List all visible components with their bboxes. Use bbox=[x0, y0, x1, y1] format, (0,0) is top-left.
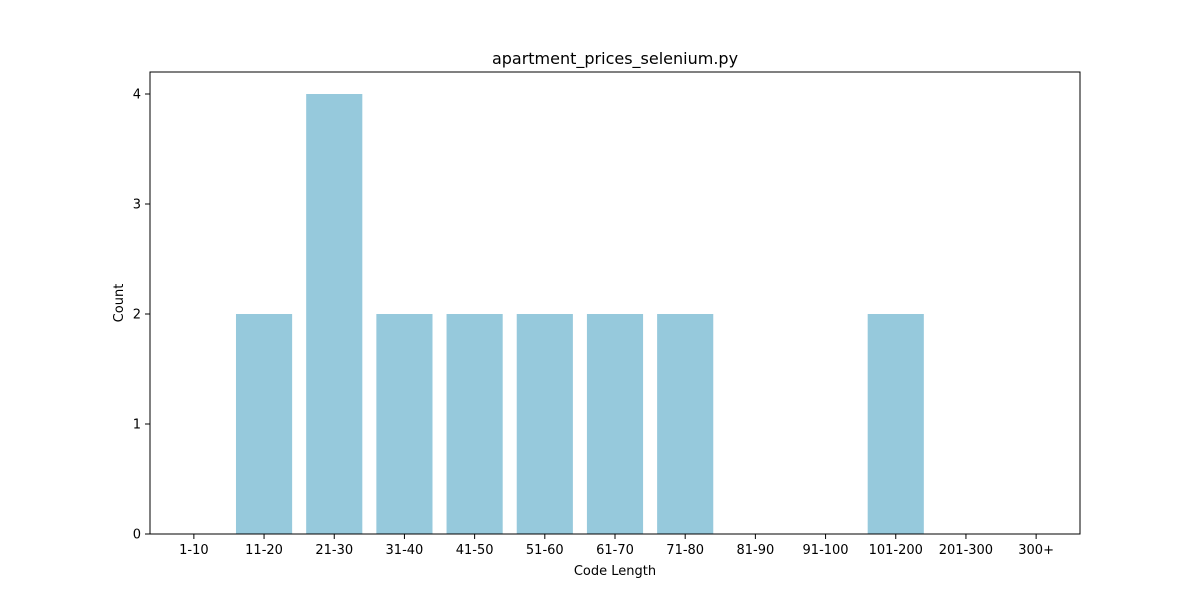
bar-61-70 bbox=[587, 314, 643, 534]
y-axis-ticks: 0 1 2 3 4 bbox=[133, 88, 150, 543]
bar-21-30 bbox=[306, 94, 362, 534]
bar-31-40 bbox=[376, 314, 432, 534]
bar-51-60 bbox=[517, 314, 573, 534]
x-tick-label: 1-10 bbox=[179, 543, 209, 558]
x-tick-label: 31-40 bbox=[386, 543, 424, 558]
x-tick-label: 201-300 bbox=[939, 543, 993, 558]
x-tick-label: 41-50 bbox=[456, 543, 494, 558]
x-tick-label: 51-60 bbox=[526, 543, 564, 558]
x-axis-ticks: 1-10 11-20 21-30 31-40 41-50 51-60 61-70 71-80 8… bbox=[179, 534, 1054, 558]
bar-101-200 bbox=[868, 314, 924, 534]
x-tick-label: 81-90 bbox=[736, 543, 774, 558]
x-tick-label: 21-30 bbox=[315, 543, 353, 558]
x-axis-label: Code Length bbox=[574, 564, 656, 579]
bar-11-20 bbox=[236, 314, 292, 534]
x-tick-label: 300+ bbox=[1018, 543, 1054, 558]
x-tick-label: 11-20 bbox=[245, 543, 283, 558]
x-tick-label: 91-100 bbox=[803, 543, 849, 558]
y-tick-label: 1 bbox=[133, 418, 141, 433]
bar-71-80 bbox=[657, 314, 713, 534]
y-tick-label: 4 bbox=[133, 88, 141, 103]
x-tick-label: 61-70 bbox=[596, 543, 634, 558]
y-tick-label: 2 bbox=[133, 308, 141, 323]
y-tick-label: 0 bbox=[133, 528, 141, 543]
y-tick-label: 3 bbox=[133, 198, 141, 213]
chart-title: apartment_prices_selenium.py bbox=[492, 49, 738, 69]
x-tick-label: 71-80 bbox=[666, 543, 704, 558]
x-tick-label: 101-200 bbox=[869, 543, 923, 558]
bars-layer bbox=[236, 94, 924, 534]
y-axis-label: Count bbox=[112, 284, 127, 323]
bar-41-50 bbox=[447, 314, 503, 534]
